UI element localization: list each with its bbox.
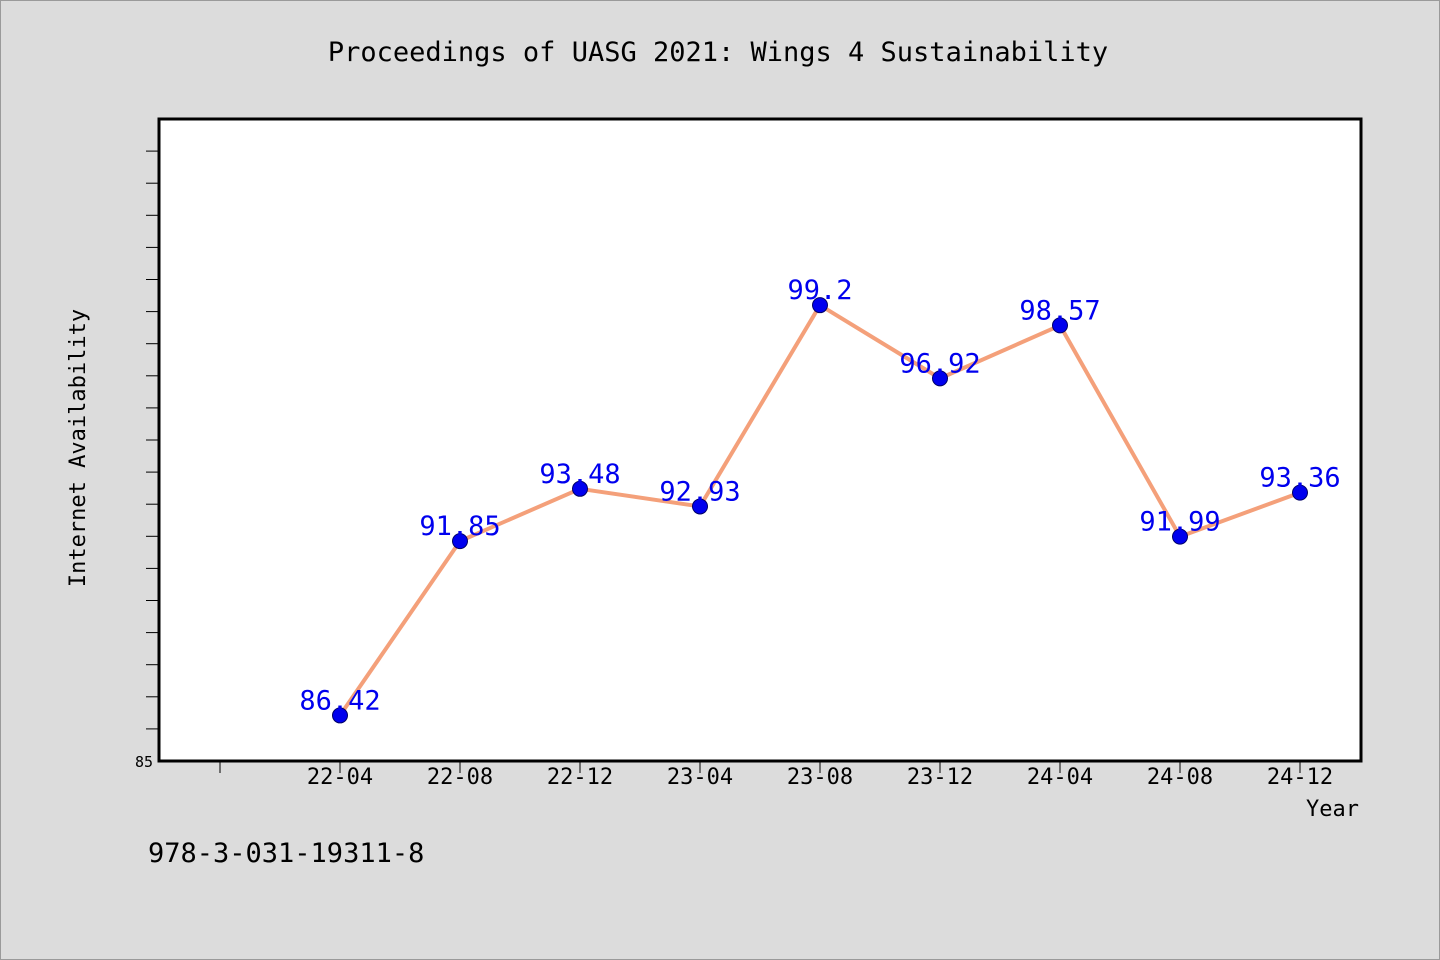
data-point xyxy=(1172,528,1188,545)
data-label: 91.85 xyxy=(419,511,500,542)
data-label: 98.57 xyxy=(1019,295,1100,326)
x-tick-label: 22-04 xyxy=(307,765,373,790)
x-tick-label: 23-04 xyxy=(667,765,733,790)
x-tick-label: 23-12 xyxy=(907,765,973,790)
x-tick-label: 22-12 xyxy=(547,765,613,790)
data-labels: 86.42 91.85 93.48 92.93 99.2 96.92 98.57 91.99 9… xyxy=(299,275,1340,716)
x-tick-label: 22-08 xyxy=(427,765,493,790)
data-point xyxy=(932,370,948,387)
data-label: 91.99 xyxy=(1139,507,1220,538)
data-label: 99.2 xyxy=(787,275,852,306)
data-point xyxy=(692,498,708,515)
data-point xyxy=(572,480,588,497)
data-label: 86.42 xyxy=(299,685,380,716)
data-label: 92.93 xyxy=(659,476,740,507)
data-point xyxy=(812,297,828,314)
data-point xyxy=(332,707,348,724)
y-axis-ticks: 85 xyxy=(135,150,159,771)
y-tick-label: 85 xyxy=(135,753,153,771)
data-label: 93.36 xyxy=(1259,463,1340,494)
data-point xyxy=(1052,317,1068,334)
x-tick-label: 24-12 xyxy=(1267,765,1333,790)
x-axis-label: Year xyxy=(1306,797,1359,822)
data-markers xyxy=(332,297,1308,724)
data-point xyxy=(1292,484,1308,501)
x-tick-label: 24-08 xyxy=(1147,765,1213,790)
y-axis-label: Internet Availability xyxy=(66,309,91,587)
x-tick-label: 24-04 xyxy=(1027,765,1093,790)
data-point xyxy=(452,533,468,550)
chart-title: Proceedings of UASG 2021: Wings 4 Sustai… xyxy=(328,37,1108,68)
x-axis-ticks: 22-04 22-08 22-12 23-04 23-08 23-12 24-04 24-08… xyxy=(219,761,1333,790)
plot-area xyxy=(157,117,1363,763)
isbn-footer: 978-3-031-19311-8 xyxy=(148,838,424,869)
data-label: 93.48 xyxy=(539,459,620,490)
data-label: 96.92 xyxy=(899,348,980,379)
x-tick-label: 23-08 xyxy=(787,765,853,790)
